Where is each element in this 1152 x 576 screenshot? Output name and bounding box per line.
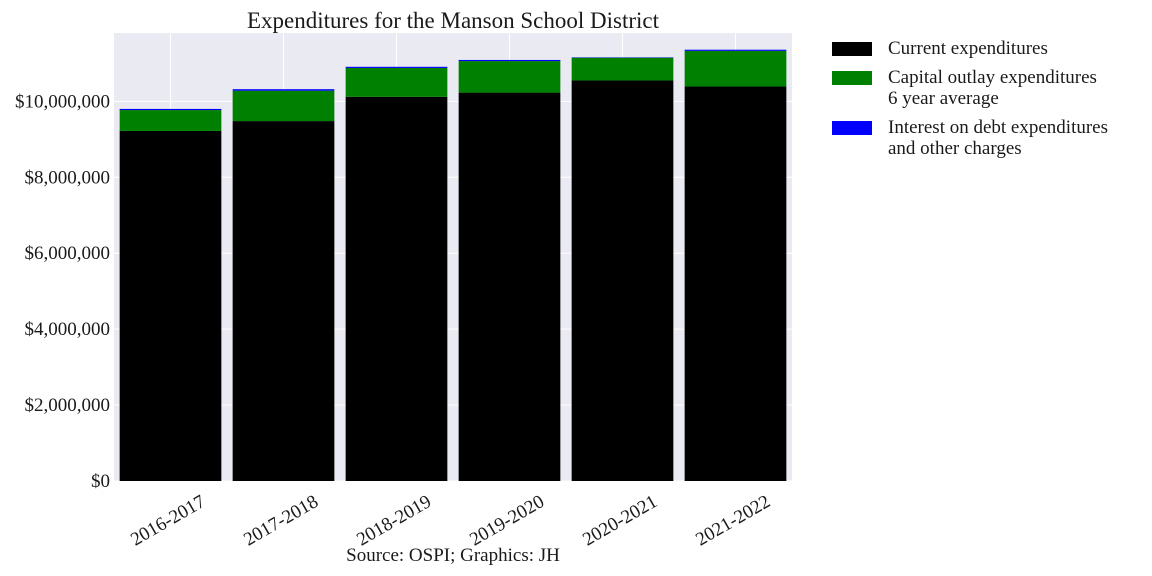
source-caption: Source: OSPI; Graphics: JH bbox=[346, 545, 560, 566]
legend-swatch bbox=[832, 71, 872, 85]
legend-item: Interest on debt expenditures and other … bbox=[832, 117, 1142, 159]
bar-segment-series-2 bbox=[684, 49, 787, 51]
bar-segment-series-2 bbox=[119, 108, 222, 111]
x-tick-label: 2018-2019 bbox=[353, 491, 435, 550]
bar-segment-series-2 bbox=[232, 89, 335, 91]
bar-segment-series-0 bbox=[458, 92, 561, 481]
bar-segment-series-1 bbox=[232, 90, 335, 122]
legend-label: Capital outlay expenditures 6 year avera… bbox=[888, 67, 1097, 109]
bar-segment-series-0 bbox=[119, 130, 222, 481]
bar-segment-series-1 bbox=[119, 110, 222, 131]
y-tick-label: $0 bbox=[91, 471, 110, 492]
chart-title: Expenditures for the Manson School Distr… bbox=[247, 8, 660, 33]
legend-swatch bbox=[832, 121, 872, 135]
bar-segment-series-0 bbox=[684, 86, 787, 482]
y-tick-label: $4,000,000 bbox=[25, 319, 111, 340]
plot-area bbox=[114, 33, 792, 481]
y-tick-label: $8,000,000 bbox=[25, 167, 111, 188]
bar-segment-series-1 bbox=[571, 57, 674, 81]
y-tick-label: $6,000,000 bbox=[25, 243, 111, 264]
legend-item: Capital outlay expenditures 6 year avera… bbox=[832, 67, 1142, 109]
legend: Current expenditures Capital outlay expen… bbox=[832, 38, 1142, 167]
bar-segment-series-2 bbox=[345, 66, 448, 68]
bar-segment-series-0 bbox=[232, 121, 335, 481]
y-axis: $0 $2,000,000 $4,000,000 $6,000,000 $8,000,0… bbox=[15, 91, 110, 492]
legend-label: Current expenditures bbox=[888, 38, 1048, 59]
bar-segment-series-0 bbox=[571, 80, 674, 481]
x-axis: 2016-2017 2017-2018 2018-2019 2019-2020 2020… bbox=[127, 491, 774, 550]
y-tick-label: $10,000,000 bbox=[15, 91, 110, 112]
x-tick-label: 2021-2022 bbox=[692, 491, 774, 550]
bar-segment-series-0 bbox=[345, 96, 448, 481]
x-tick-label: 2016-2017 bbox=[127, 491, 209, 550]
legend-item: Current expenditures bbox=[832, 38, 1142, 59]
x-tick-label: 2019-2020 bbox=[466, 491, 548, 550]
y-tick-label: $2,000,000 bbox=[25, 395, 111, 416]
bar-segment-series-2 bbox=[458, 59, 561, 62]
legend-label: Interest on debt expenditures and other … bbox=[888, 117, 1109, 159]
bar-segment-series-1 bbox=[345, 67, 448, 97]
bars bbox=[119, 49, 787, 482]
x-tick-label: 2017-2018 bbox=[240, 491, 322, 550]
x-tick-label: 2020-2021 bbox=[579, 491, 661, 550]
legend-swatch bbox=[832, 42, 872, 56]
bar-segment-series-1 bbox=[684, 50, 787, 87]
bar-segment-series-1 bbox=[458, 61, 561, 93]
